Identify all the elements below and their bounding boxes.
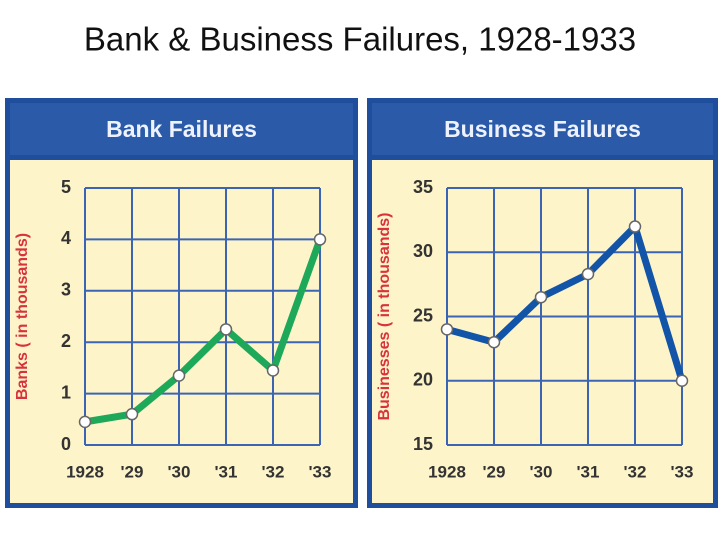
x-tick-label: '29 xyxy=(121,462,144,481)
panel-header xyxy=(10,103,353,155)
y-tick-label: 0 xyxy=(61,434,71,454)
data-line xyxy=(84,238,324,426)
x-tick-label: '30 xyxy=(530,462,553,481)
data-point xyxy=(534,290,548,304)
y-tick-label: 1 xyxy=(61,382,71,402)
x-tick-label: '31 xyxy=(577,462,600,481)
y-axis-label: Banks ( in thousands) xyxy=(14,233,31,400)
data-point xyxy=(675,374,689,387)
y-tick-label: 25 xyxy=(413,305,433,325)
panel-header xyxy=(372,103,713,155)
data-point xyxy=(78,415,92,429)
x-tick-label: '30 xyxy=(168,462,191,481)
x-tick-label: '33 xyxy=(671,462,694,481)
data-point xyxy=(628,220,642,233)
data-point xyxy=(266,364,280,377)
y-tick-label: 20 xyxy=(413,370,433,390)
panel-title: Business Failures xyxy=(444,116,641,142)
y-tick-label: 4 xyxy=(61,228,71,248)
y-tick-label: 3 xyxy=(61,280,71,300)
x-tick-label: 1928 xyxy=(66,462,104,481)
slide-title: Bank & Business Failures, 1928-1933 xyxy=(84,21,636,58)
data-point xyxy=(313,233,327,246)
x-tick-label: '32 xyxy=(624,462,647,481)
data-point xyxy=(219,323,233,336)
y-tick-label: 15 xyxy=(413,434,433,454)
x-tick-label: '32 xyxy=(262,462,285,481)
data-point xyxy=(172,369,186,382)
y-tick-label: 30 xyxy=(413,241,433,261)
data-point xyxy=(125,407,139,421)
y-tick-label: 35 xyxy=(413,177,433,197)
x-tick-label: '33 xyxy=(309,462,332,481)
data-point xyxy=(440,323,454,336)
x-tick-label: '29 xyxy=(483,462,506,481)
data-point xyxy=(581,267,595,281)
data-line xyxy=(446,223,686,382)
y-tick-label: 5 xyxy=(61,177,71,197)
panel-title: Bank Failures xyxy=(106,116,257,142)
x-tick-label: '31 xyxy=(215,462,238,481)
y-axis-label: Businesses ( in thousands) xyxy=(376,212,393,420)
x-tick-label: 1928 xyxy=(428,462,466,481)
y-tick-label: 2 xyxy=(61,331,71,351)
data-point xyxy=(487,335,501,349)
